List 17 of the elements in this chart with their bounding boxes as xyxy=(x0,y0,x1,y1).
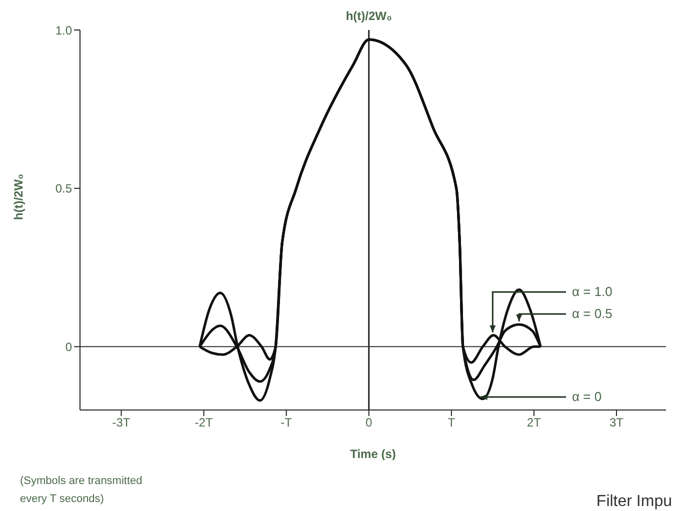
text: (Symbols are transmitted every T seconds) xyxy=(20,475,142,505)
x-tick-label: T xyxy=(448,416,456,430)
text: α = 0.5 xyxy=(572,306,612,321)
y-tick-label: 0.5 xyxy=(55,182,72,196)
x-tick-label: 3T xyxy=(609,416,624,430)
x-tick-label: -2T xyxy=(194,416,214,430)
text: α = 1.0 xyxy=(572,284,612,299)
text: α = 0 xyxy=(572,389,602,404)
y-axis-title: h(t)/2W₀ xyxy=(11,174,26,220)
x-tick-label: -T xyxy=(280,416,293,430)
text: Filter Impu xyxy=(596,493,672,510)
y-tick-label: 0 xyxy=(65,340,72,354)
chart-title: h(t)/2W₀ xyxy=(346,9,392,23)
x-tick-label: 2T xyxy=(526,416,542,430)
x-tick-label: -3T xyxy=(112,416,131,430)
x-tick-label: 0 xyxy=(366,416,373,430)
y-tick-label: 1.0 xyxy=(55,23,72,38)
